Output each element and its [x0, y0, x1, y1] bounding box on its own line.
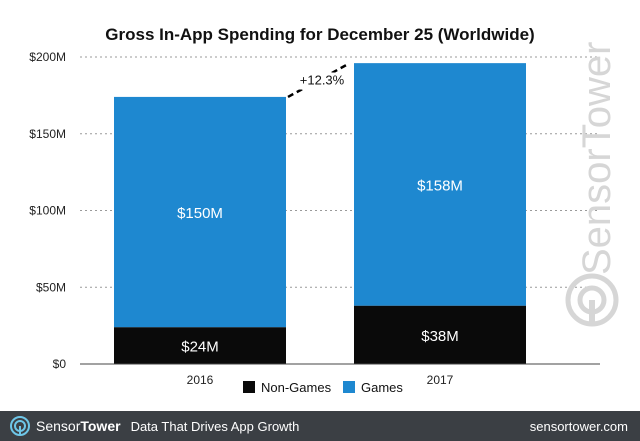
data-label: $38M [421, 328, 459, 345]
data-labels: $24M $150M $38M $158M [177, 177, 463, 355]
legend-label: Games [361, 380, 403, 395]
legend-swatch [343, 381, 355, 393]
bar-games-2017 [354, 63, 526, 306]
chart: Gross In-App Spending for December 25 (W… [29, 25, 619, 395]
y-tick-label: $150M [29, 127, 66, 141]
sensortower-logo-icon [10, 416, 30, 436]
data-label: $158M [417, 177, 463, 194]
y-tick-label: $0 [53, 357, 67, 371]
x-tick-label: 2017 [427, 373, 454, 387]
bar-non-games-2016 [114, 327, 286, 364]
growth-annotation-halo [294, 72, 350, 90]
bar-games-2016 [114, 96, 286, 328]
watermark-text: SensorTower [575, 42, 619, 275]
footer-brand-bold: Tower [80, 418, 121, 434]
legend-swatch [243, 381, 255, 393]
growth-annotation: +12.3% [287, 63, 350, 99]
bars [114, 63, 526, 364]
footer-tagline: Data That Drives App Growth [130, 418, 300, 434]
footer-url[interactable]: sensortower.com [529, 418, 628, 434]
chart-title: Gross In-App Spending for December 25 (W… [105, 25, 534, 44]
bar-non-games-2017 [354, 305, 526, 364]
footer-brand: SensorTower [36, 418, 121, 434]
data-label: $150M [177, 205, 223, 222]
x-tick-label: 2016 [187, 373, 214, 387]
watermark-logo-stem [589, 300, 595, 326]
y-tick-label: $50M [36, 280, 66, 294]
footer-bar: SensorTower Data That Drives App Growth … [0, 411, 640, 441]
watermark-logo-icon [565, 273, 619, 327]
y-tick-label: $100M [29, 204, 66, 218]
growth-annotation-label: +12.3% [300, 73, 345, 88]
data-label: $24M [181, 339, 219, 356]
y-tick-label: $200M [29, 50, 66, 64]
footer-brand-light: Sensor [36, 418, 81, 434]
legend-label: Non-Games [261, 380, 332, 395]
axes: $0 $50M $100M $150M $200M 2016 2017 [29, 50, 600, 387]
sensortower-watermark: SensorTower [565, 42, 619, 327]
legend: Non-Games Games [243, 380, 403, 395]
